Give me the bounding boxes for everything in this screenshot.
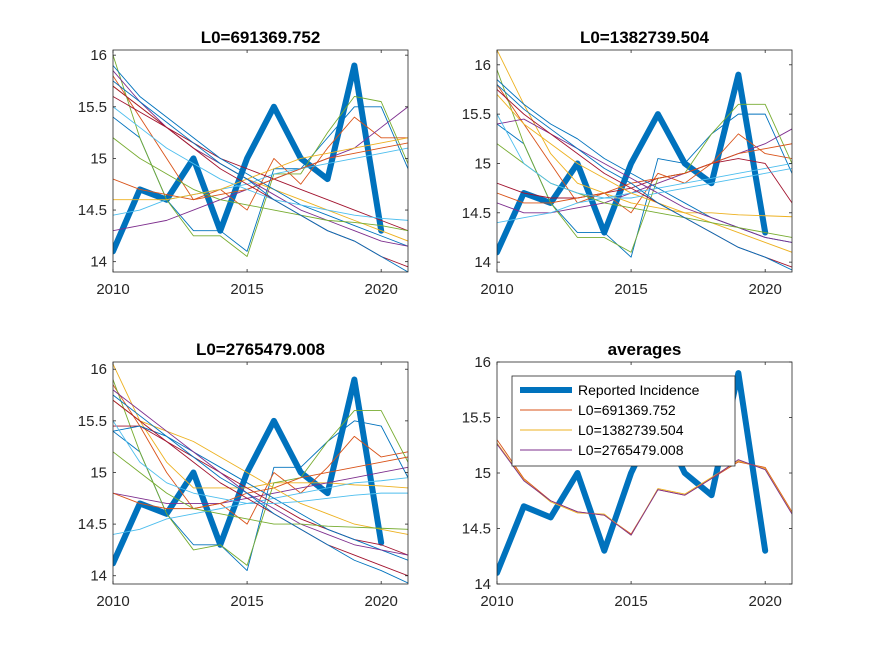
chart-title: averages [608,340,682,359]
y-tick-label: 16 [90,361,107,378]
axes-box [496,49,793,273]
model-series-line-9 [113,456,408,510]
series-group [113,363,408,584]
model-series-line-15 [113,80,408,272]
model-series-line-7 [113,425,408,556]
x-tick-label: 2020 [364,281,397,298]
y-tick-label: 14 [474,576,491,593]
model-series-line-9 [497,143,792,204]
x-tick-label: 2010 [480,593,513,610]
model-series-line-12 [113,137,408,232]
model-series-line-3 [497,443,792,536]
model-series-line-11 [113,389,408,556]
x-tick-label: 2015 [230,593,263,610]
x-tick-label: 2015 [230,281,263,298]
y-tick-label: 15.5 [462,106,491,123]
x-tick-label: 2020 [364,593,397,610]
legend-label: L0=691369.752 [578,402,676,418]
legend-label: Reported Incidence [578,382,700,398]
model-series-line-14 [113,399,408,577]
model-series-line-3 [113,363,408,489]
model-series-line-4 [497,128,792,214]
legend-label: L0=2765479.008 [578,442,684,458]
subplot-top-right: 2010 2015 2020 14 14.5 15 15.5 16 L0=1382739.504 [462,28,793,298]
y-tick-label: 14 [90,254,107,271]
y-tick-label: 16 [90,47,107,64]
y-tick-label: 16 [474,354,491,371]
x-tick-label: 2010 [96,281,129,298]
y-tick-label: 15.5 [462,410,491,427]
model-series-line-12 [113,451,408,530]
model-series-line-7 [497,158,792,204]
x-tick-label: 2010 [480,281,513,298]
x-tick-label: 2015 [614,593,647,610]
model-series-line-9 [113,142,408,201]
model-series-line-13 [113,106,408,221]
y-tick-label: 15 [474,465,491,482]
model-series-line-8 [113,65,408,247]
y-tick-label: 14 [90,568,107,585]
subplot-bottom-right: 2010 2015 2020 14 14.5 15 15.5 16 averages Report… [462,340,793,610]
y-tick-label: 14 [474,254,491,271]
x-tick-label: 2020 [748,593,781,610]
y-tick-label: 15.5 [78,99,107,116]
model-series-line-2 [113,384,408,525]
reported-incidence-line [497,71,769,256]
subplot-top-left: 2010 2015 2020 14 14.5 15 15.5 16 L0=691369.752 [78,28,409,298]
series-group [113,54,408,272]
x-tick-label: 2015 [614,281,647,298]
y-tick-label: 15.5 [78,413,107,430]
y-tick-label: 15 [90,150,107,167]
chart-title: L0=2765479.008 [196,340,325,359]
model-series-line-10 [497,93,792,253]
y-tick-label: 14.5 [78,202,107,219]
model-series-line-10 [113,399,408,535]
series-group [497,50,792,271]
model-series-line-3 [497,50,792,218]
axes-box [112,49,409,273]
model-series-line-11 [113,70,408,247]
axes-box [112,361,409,585]
y-tick-label: 14.5 [462,205,491,222]
reported-incidence-line [113,62,385,255]
model-series-line-5 [113,379,408,566]
y-tick-label: 14.5 [462,521,491,538]
chart-title: L0=1382739.504 [580,28,710,47]
model-series-line-10 [113,137,408,201]
model-series-line-11 [497,118,792,243]
model-series-line-5 [497,69,792,253]
legend-label: L0=1382739.504 [578,422,684,438]
model-series-line-5 [113,54,408,257]
model-series-line-15 [113,394,408,584]
y-tick-label: 16 [474,57,491,74]
subplot-bottom-left: 2010 2015 2020 14 14.5 15 15.5 16 L0=2765479.008 [78,340,409,610]
plot-area [113,362,408,584]
y-tick-label: 15 [474,155,491,172]
model-series-line-6 [113,147,408,216]
y-tick-label: 14.5 [78,516,107,533]
y-tick-label: 15 [90,464,107,481]
plot-area [113,50,408,272]
plot-area [497,50,792,272]
legend: Reported Incidence L0=691369.752 L0=138273… [511,375,736,467]
model-series-line-15 [497,84,792,271]
chart-title: L0=691369.752 [201,28,321,47]
model-series-line-6 [497,163,792,224]
x-tick-label: 2010 [96,593,129,610]
x-tick-label: 2020 [748,281,781,298]
